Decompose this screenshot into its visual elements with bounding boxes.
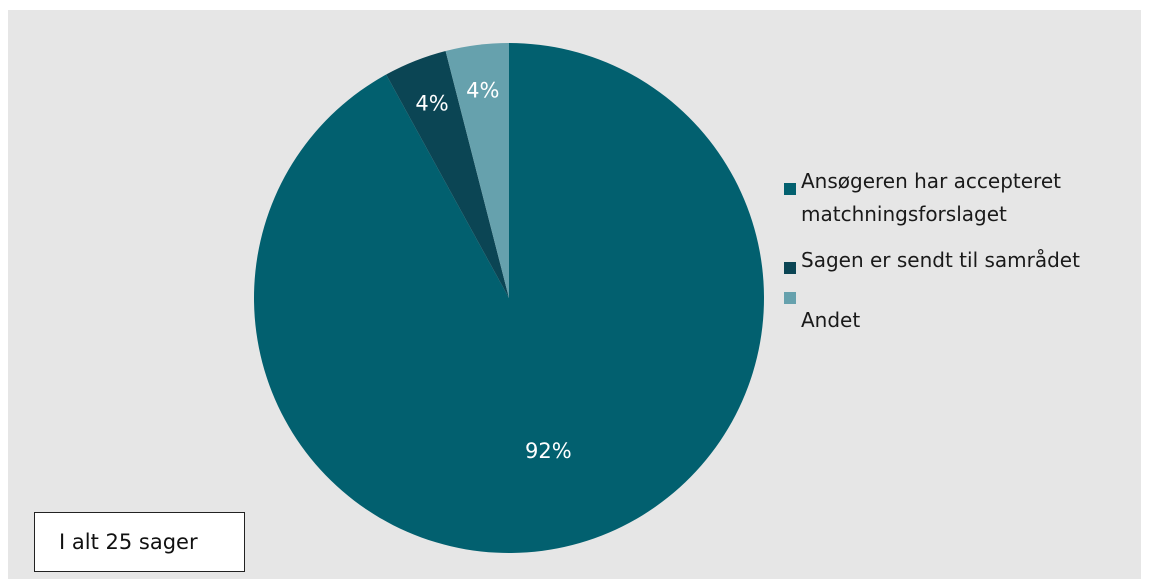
legend-swatch-samraad: [784, 262, 796, 274]
slice-label-andet: 4%: [466, 79, 499, 103]
legend-item-accepted: Ansøgeren har accepteret matchningsforsl…: [781, 165, 1131, 231]
total-cases-box: I alt 25 sager: [34, 512, 245, 572]
legend-label: Andet: [801, 308, 861, 332]
pie-slice-andet: [445, 43, 509, 298]
legend-swatch-accepted: [784, 183, 796, 195]
pie-slice-labels: 92% 4% 4%: [415, 79, 571, 464]
pie-slice-samraad: [386, 51, 509, 299]
total-cases-text: I alt 25 sager: [59, 530, 198, 554]
legend: Ansøgeren har accepteret matchningsforsl…: [781, 165, 1131, 350]
legend-item-samraad: Sagen er sendt til samrådet: [781, 244, 1131, 277]
pie-slices: [253, 43, 764, 553]
legend-swatch-andet: [784, 292, 796, 304]
slice-label-accepted: 92%: [525, 439, 572, 463]
pie-chart: 92% 4% 4%: [253, 43, 764, 553]
legend-label: Ansøgeren har accepteret matchningsforsl…: [801, 169, 1061, 226]
chart-area: 92% 4% 4% Ansøgeren har accepteret matchni…: [8, 10, 1141, 579]
legend-item-andet: Andet: [781, 290, 1131, 337]
legend-label: Sagen er sendt til samrådet: [801, 248, 1080, 272]
slice-label-samraad: 4%: [415, 92, 448, 116]
